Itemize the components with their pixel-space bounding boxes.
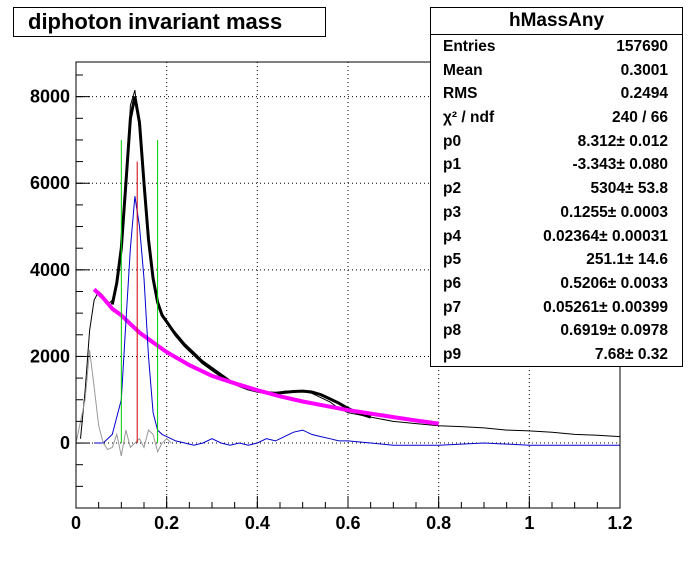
stats-label: p7 <box>443 298 462 316</box>
chart-title-text: diphoton invariant mass <box>28 9 283 34</box>
stats-value: -3.343± 0.080 <box>572 156 668 174</box>
stats-label: χ² / ndf <box>443 109 495 127</box>
x-tick-label: 0.8 <box>426 513 451 533</box>
stats-label: RMS <box>443 85 478 103</box>
stats-row: p5 251.1± 14.6 <box>431 248 682 272</box>
stats-label: p1 <box>443 156 462 174</box>
series-layer <box>75 89 621 457</box>
stats-value: 0.5206± 0.0033 <box>560 274 668 292</box>
stats-value: 0.02364± 0.00031 <box>543 227 668 245</box>
y-tick-label: 2000 <box>30 346 70 366</box>
y-tick-label: 6000 <box>30 173 70 193</box>
x-tick-label: 0.6 <box>335 513 360 533</box>
x-tick-label: 0.4 <box>245 513 270 533</box>
stats-label: p4 <box>443 227 462 245</box>
stats-row: p0 8.312± 0.012 <box>431 130 682 154</box>
x-tick-label: 1.2 <box>607 513 632 533</box>
stats-label: p8 <box>443 322 462 340</box>
stats-title: hMassAny <box>431 8 682 35</box>
stats-row: Entries 157690 <box>431 35 682 59</box>
stats-label: Entries <box>443 38 496 55</box>
stats-value: 8.312± 0.012 <box>577 132 668 150</box>
chart-title: diphoton invariant mass <box>13 7 326 37</box>
x-tick-label: 1 <box>524 513 534 533</box>
stats-row: p8 0.6919± 0.0978 <box>431 319 682 343</box>
y-tick-label: 8000 <box>30 87 70 107</box>
stats-row: p6 0.5206± 0.0033 <box>431 272 682 296</box>
series-fit <box>110 96 372 419</box>
stats-label: p9 <box>443 345 462 363</box>
stats-value: 7.68± 0.32 <box>594 345 668 363</box>
stats-label: Mean <box>443 61 483 79</box>
stats-value: 240 / 66 <box>611 109 668 127</box>
stats-row: RMS 0.2494 <box>431 82 682 106</box>
stats-row: χ² / ndf 240 / 66 <box>431 106 682 130</box>
stats-label: p0 <box>443 132 462 150</box>
stats-value: 157690 <box>616 38 668 55</box>
stats-row: p9 7.68± 0.32 <box>431 343 682 367</box>
stats-label: p2 <box>443 180 462 198</box>
y-tick-label: 4000 <box>30 260 70 280</box>
x-tick-label: 0 <box>71 513 81 533</box>
axes: 0 0.2 0.4 0.6 0.8 1 1.2 0 2000 4000 6000 8000 <box>30 74 633 533</box>
stats-row: Mean 0.3001 <box>431 59 682 83</box>
stats-value: 0.2494 <box>620 85 668 103</box>
series-signal-subtracted <box>94 196 620 446</box>
stats-label: p6 <box>443 274 462 292</box>
stats-value: 0.1255± 0.0003 <box>560 203 668 221</box>
stats-value: 0.6919± 0.0978 <box>560 322 668 340</box>
marker-lines <box>120 139 159 444</box>
stats-row: p1 -3.343± 0.080 <box>431 153 682 177</box>
y-tick-label: 0 <box>60 433 70 453</box>
stats-row: p7 0.05261± 0.00399 <box>431 296 682 320</box>
stats-value: 251.1± 14.6 <box>586 251 668 269</box>
stats-row: p2 5304± 53.8 <box>431 177 682 201</box>
x-tick-label: 0.2 <box>154 513 179 533</box>
stats-label: p5 <box>443 251 462 269</box>
series-background <box>92 287 439 426</box>
stats-label: p3 <box>443 203 462 221</box>
stats-row: p4 0.02364± 0.00031 <box>431 225 682 249</box>
stats-row: p3 0.1255± 0.0003 <box>431 201 682 225</box>
grid-lines <box>76 62 620 508</box>
stats-rows: Entries 157690 Mean 0.3001 RMS 0.2494 χ² / ndf… <box>431 35 682 367</box>
stats-value: 0.05261± 0.00399 <box>543 298 668 316</box>
stats-value: 0.3001 <box>620 61 668 79</box>
stats-value: 5304± 53.8 <box>590 180 668 198</box>
series-auxiliary <box>75 349 172 457</box>
stats-box: hMassAny Entries 157690 Mean 0.3001 RMS 0.249… <box>430 7 683 367</box>
